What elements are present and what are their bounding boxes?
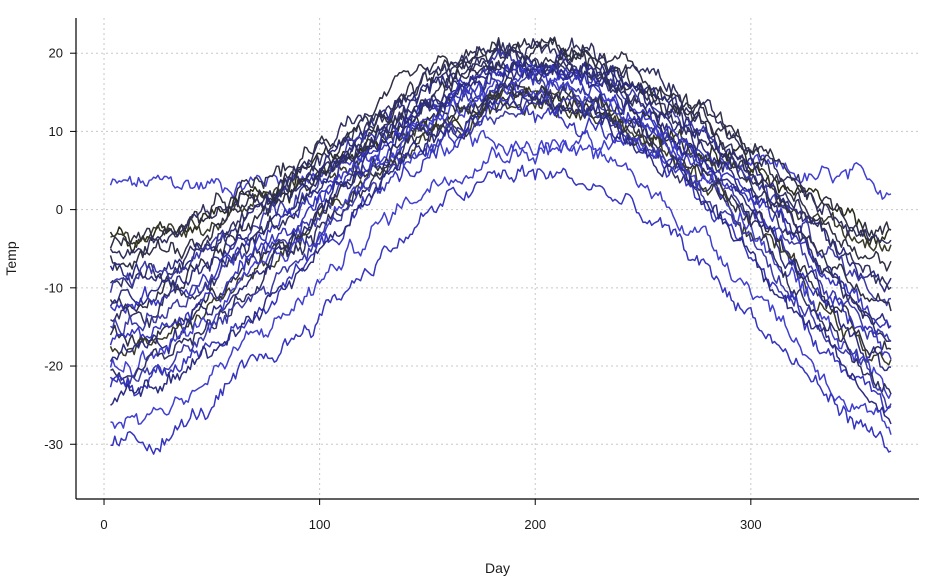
series-line-24 [110,164,892,455]
y-tick-label: 20 [49,46,63,61]
x-tick-label: 0 [100,517,107,532]
y-axis-title: Temp [3,241,19,275]
y-tick-label: 0 [56,202,63,217]
series-line-5 [109,43,892,272]
series-line-22 [110,94,892,425]
series-line-10 [109,61,892,329]
series-line-19 [110,83,892,395]
series-line-12 [110,47,892,343]
series-lines [109,36,892,455]
series-line-8 [109,48,892,307]
series-line-20 [109,95,892,410]
y-tick-label: -10 [44,280,63,295]
y-tick-label: -30 [44,437,63,452]
series-line-9 [109,36,892,313]
x-axis-title: Day [485,560,510,576]
series-line-15 [109,59,892,360]
x-tick-label: 100 [309,517,331,532]
series-line-14 [109,76,892,356]
x-tick-label: 300 [740,517,762,532]
y-tick-label: -20 [44,359,63,374]
series-line-23 [110,139,892,435]
axes: 0 100 200 300 -30 -20 -10 0 10 20 [44,18,919,532]
x-tick-label: 200 [524,517,546,532]
y-tick-label: 10 [49,124,63,139]
series-line-18 [109,79,892,399]
